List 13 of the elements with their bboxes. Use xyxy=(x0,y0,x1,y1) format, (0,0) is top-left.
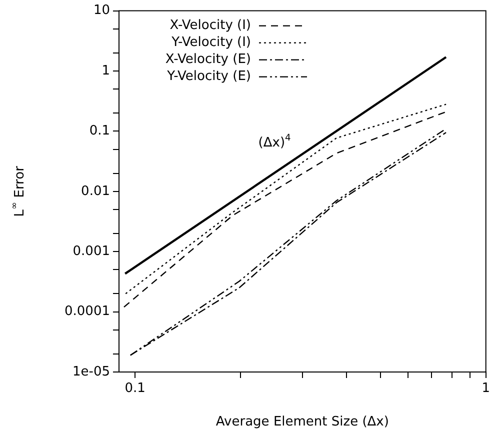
x-axis-title: Average Element Size (Δx) xyxy=(216,414,389,430)
y-axis-title: L∞ Error xyxy=(10,165,28,217)
legend-label: Y-Velocity (I) xyxy=(170,35,251,50)
y-tick-label: 1 xyxy=(102,63,110,78)
y-tick-label: 0.1 xyxy=(89,124,110,139)
y-tick-label: 1e-05 xyxy=(72,364,110,380)
y-tick-label: 0.0001 xyxy=(64,304,110,320)
legend-label: X-Velocity (E) xyxy=(165,52,251,68)
y-tick-label: 0.001 xyxy=(72,244,110,259)
legend-label: Y-Velocity (E) xyxy=(166,69,251,84)
y-tick-label: 10 xyxy=(93,3,110,18)
legend-label: X-Velocity (I) xyxy=(170,18,251,34)
y-tick-label: 0.01 xyxy=(81,184,110,199)
